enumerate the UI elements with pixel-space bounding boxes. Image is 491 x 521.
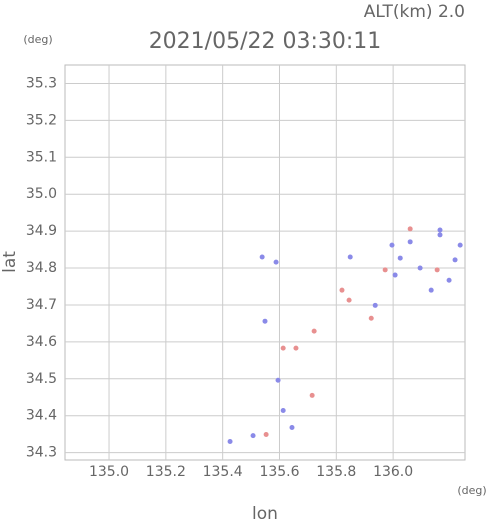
echo-point <box>262 318 268 324</box>
echo-point <box>346 297 352 303</box>
echo-point <box>259 254 265 260</box>
x-tick-label: 135.8 <box>316 464 356 480</box>
y-tick-label: 34.7 <box>26 297 57 313</box>
echo-point <box>446 277 452 283</box>
chart-title: 2021/05/22 03:30:11 <box>149 29 382 54</box>
echo-point <box>280 408 286 414</box>
echo-point <box>339 287 345 293</box>
x-tick-label: 135.4 <box>203 464 243 480</box>
y-tick-label: 34.6 <box>26 334 57 350</box>
echo-point <box>437 227 443 233</box>
echo-point <box>227 439 233 445</box>
echo-point <box>280 345 286 351</box>
x-tick-label: 135.6 <box>259 464 299 480</box>
echo-point <box>407 239 413 245</box>
echo-point <box>275 377 281 383</box>
x-tick-label: 135.0 <box>89 464 129 480</box>
y-tick-label: 34.5 <box>26 371 57 387</box>
y-unit: (deg) <box>23 33 52 46</box>
y-axis-label: lat <box>0 251 20 273</box>
y-tick-label: 34.3 <box>26 445 57 461</box>
echo-point <box>428 287 434 293</box>
y-tick-label: 34.8 <box>26 260 57 276</box>
echo-point <box>434 267 440 273</box>
plot-frame <box>64 64 466 461</box>
echo-point <box>452 257 458 263</box>
echo-point <box>392 272 398 278</box>
echo-point <box>263 432 269 438</box>
echo-point <box>437 232 443 238</box>
echo-point <box>293 345 299 351</box>
echo-point <box>457 242 463 248</box>
x-unit: (deg) <box>457 484 486 497</box>
y-tick-label: 35.2 <box>26 112 57 128</box>
echo-point <box>289 425 295 431</box>
y-tick-label: 35.1 <box>26 149 57 165</box>
x-tick-label: 135.2 <box>146 464 186 480</box>
echo-point <box>417 265 423 271</box>
x-axis-label: lon <box>252 504 278 521</box>
echo-point <box>368 315 374 321</box>
y-tick-label: 35.3 <box>26 75 57 91</box>
y-tick-label: 34.4 <box>26 408 57 424</box>
altitude-label: ALT(km) 2.0 <box>364 2 465 22</box>
echo-point <box>250 433 256 439</box>
echo-point <box>382 267 388 273</box>
x-tick-label: 136.0 <box>373 464 413 480</box>
echo-point <box>372 302 378 308</box>
echo-point <box>389 242 395 248</box>
echo-point <box>397 255 403 261</box>
echo-point <box>273 259 279 265</box>
echo-point <box>347 254 353 260</box>
y-tick-label: 34.9 <box>26 223 57 239</box>
echo-point <box>311 328 317 334</box>
echo-point <box>309 392 315 398</box>
y-tick-label: 35.0 <box>26 186 57 202</box>
echo-point <box>407 226 413 232</box>
